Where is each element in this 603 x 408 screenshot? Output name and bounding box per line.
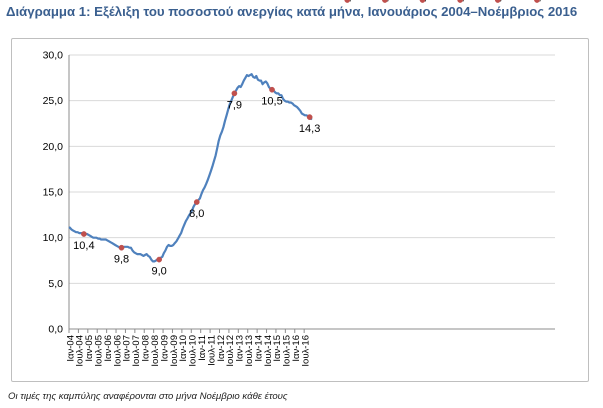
- x-tick-label: Ιαν-12: [216, 335, 227, 362]
- x-tick-label: Ιαν-09: [159, 335, 170, 362]
- x-tick-label: Ιαν-06: [103, 335, 114, 362]
- data-label: 10,4: [73, 240, 94, 252]
- x-tick-label: Ιαν-11: [197, 335, 208, 361]
- x-tick-label: Ιουλ-07: [131, 335, 142, 367]
- x-tick-label: Ιαν-16: [291, 335, 302, 362]
- data-point-marker: [306, 114, 313, 120]
- data-point-marker: [118, 244, 125, 251]
- x-tick-label: Ιαν-04: [65, 335, 76, 362]
- data-label: 7,9: [227, 99, 242, 111]
- x-tick-label: Ιαν-10: [178, 335, 189, 362]
- data-point-marker: [382, 0, 388, 3]
- data-point-marker: [534, 0, 540, 3]
- x-tick-label: Ιουλ-05: [94, 335, 105, 367]
- data-label: 26,4: [374, 0, 395, 3]
- x-tick-label: Ιαν-08: [141, 335, 152, 362]
- x-tick-label: Ιουλ-09: [169, 335, 180, 367]
- y-tick-label: 25,0: [43, 95, 64, 107]
- y-tick-label: 0,0: [48, 324, 63, 336]
- y-tick-label: 10,0: [43, 232, 64, 244]
- x-tick-label: Ιουλ-10: [188, 335, 199, 367]
- data-label: 14,3: [299, 123, 320, 135]
- x-tick-label: Ιουλ-15: [282, 335, 293, 367]
- chart-frame: [11, 38, 589, 382]
- y-tick-label: 20,0: [43, 141, 64, 153]
- data-label: 20,6: [337, 0, 358, 3]
- data-point-marker: [457, 0, 464, 3]
- x-tick-label: Ιουλ-04: [75, 335, 86, 367]
- x-tick-label: Ιαν-14: [253, 335, 264, 362]
- data-point-marker: [81, 231, 87, 237]
- x-tick-label: Ιουλ-06: [112, 335, 123, 367]
- data-label: 23,0: [526, 0, 547, 3]
- x-tick-label: Ιουλ-08: [150, 335, 161, 367]
- chart-title: Διάγραμμα 1: Εξέλιξη του ποσοστού ανεργί…: [6, 4, 578, 19]
- data-point-marker: [269, 86, 275, 93]
- data-label: 25,9: [449, 0, 470, 3]
- x-tick-label: Ιουλ-11: [206, 335, 217, 366]
- data-label: 10,5: [261, 96, 282, 108]
- data-label: 9,0: [151, 266, 166, 278]
- x-tick-label: Ιαν-15: [272, 335, 283, 362]
- footnote: Οι τιμές της καμπύλης αναφέρονται στο μή…: [8, 391, 288, 402]
- x-tick-label: Ιουλ-12: [225, 335, 236, 367]
- y-tick-label: 5,0: [48, 278, 63, 290]
- unemployment-line-chart: 0,05,010,015,020,025,030,0Ιαν-04Ιουλ-04Ι…: [43, 0, 555, 367]
- x-tick-label: Ιαν-13: [235, 335, 246, 362]
- y-tick-label: 15,0: [43, 187, 64, 199]
- x-tick-label: Ιαν-05: [84, 335, 95, 362]
- x-tick-label: Ιουλ-13: [244, 335, 255, 367]
- data-point-marker: [419, 0, 426, 3]
- data-point-marker: [193, 199, 200, 205]
- x-tick-label: Ιουλ-16: [300, 335, 311, 367]
- data-point-marker: [156, 256, 162, 263]
- data-point-marker: [231, 90, 238, 97]
- data-point-marker: [344, 0, 351, 3]
- data-point-marker: [494, 0, 501, 3]
- data-label: 27,7: [412, 0, 433, 3]
- data-label: 24,5: [487, 0, 508, 3]
- x-tick-label: Ιουλ-14: [263, 335, 274, 367]
- data-label: 8,0: [189, 208, 204, 220]
- data-label: 9,8: [114, 254, 129, 266]
- y-tick-label: 30,0: [43, 50, 64, 62]
- x-tick-label: Ιαν-07: [122, 335, 133, 362]
